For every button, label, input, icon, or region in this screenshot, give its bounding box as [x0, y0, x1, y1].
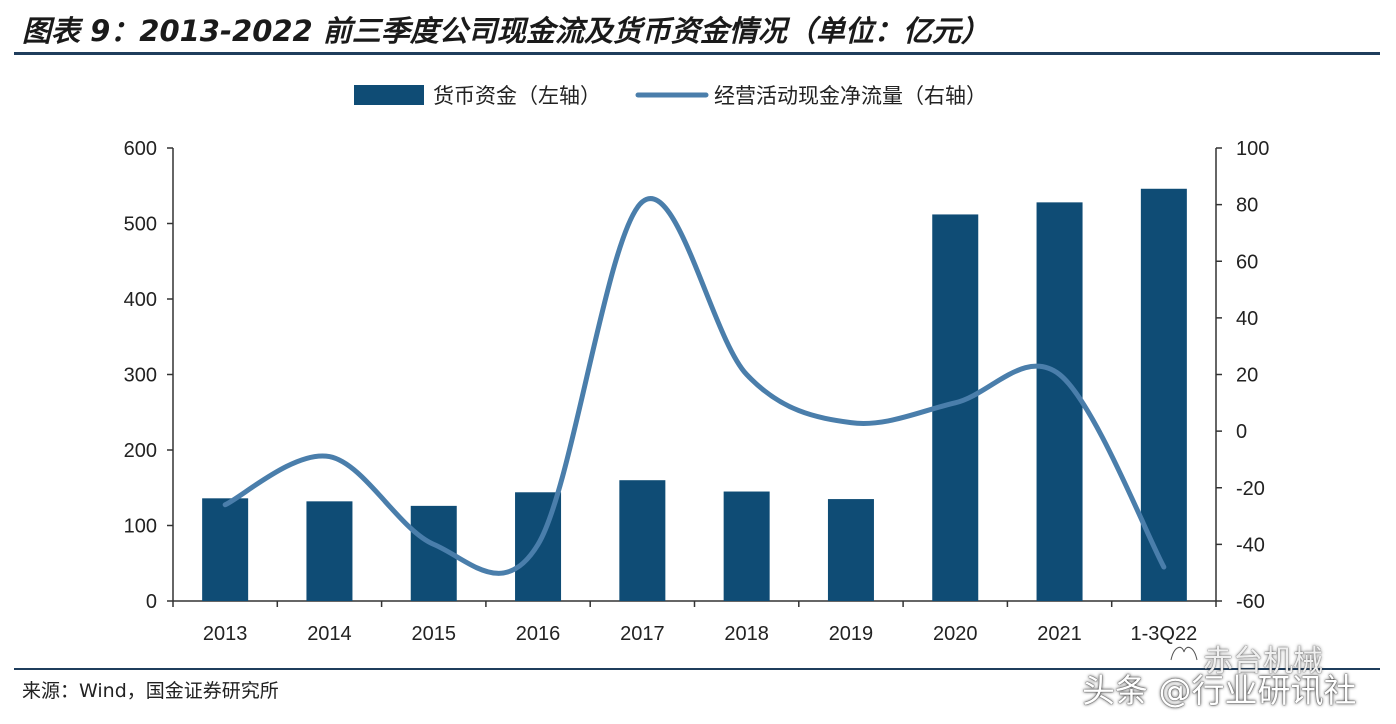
right-tick-label: 80: [1236, 195, 1258, 217]
bar-cash-2018: [723, 491, 770, 601]
bar-cash-1-3Q22: [1140, 188, 1187, 601]
left-tick-label: 600: [124, 138, 157, 160]
x-tick-label: 2017: [620, 623, 665, 645]
x-tick-label: 2018: [724, 623, 769, 645]
bar-cash-2014: [306, 501, 353, 601]
x-tick-label: 2020: [933, 623, 978, 645]
x-tick-label: 2016: [516, 623, 561, 645]
right-tick-label: 0: [1236, 421, 1247, 443]
right-tick-label: -40: [1236, 534, 1265, 556]
x-tick-label: 2015: [412, 623, 457, 645]
x-tick-label: 2021: [1037, 623, 1082, 645]
right-tick-label: -20: [1236, 478, 1265, 500]
right-tick-label: 60: [1236, 251, 1258, 273]
left-tick-label: 500: [124, 214, 157, 236]
bar-cash-2017: [619, 480, 666, 601]
left-tick-label: 200: [124, 440, 157, 462]
right-tick-label: 40: [1236, 308, 1258, 330]
left-tick-label: 300: [124, 365, 157, 387]
title-divider: [14, 52, 1380, 55]
left-tick-label: 400: [124, 289, 157, 311]
right-tick-label: -60: [1236, 591, 1265, 613]
right-tick-label: 100: [1236, 138, 1269, 160]
bar-cash-2019: [827, 499, 874, 601]
x-tick-label: 2013: [203, 623, 248, 645]
line-operating-cashflow: [222, 196, 1167, 576]
legend-swatch-bar: [354, 85, 424, 105]
legend-label-bar: 货币资金（左轴）: [433, 84, 601, 108]
legend-label-line: 经营活动现金净流量（右轴）: [714, 84, 987, 108]
x-tick-label: 2019: [829, 623, 874, 645]
right-tick-label: 20: [1236, 365, 1258, 387]
left-tick-label: 100: [124, 516, 157, 538]
left-tick-label: 0: [146, 591, 157, 613]
source-note: 来源：Wind，国金证券研究所: [22, 680, 279, 702]
x-tick-label: 1-3Q22: [1130, 623, 1197, 645]
chart-title: 图表 9：2013-2022 前三季度公司现金流及货币资金情况（单位：亿元）: [22, 14, 990, 48]
bar-cash-2021: [1036, 202, 1083, 602]
bar-cash-2013: [202, 498, 249, 601]
footer-divider: [14, 668, 1380, 670]
x-tick-label: 2014: [307, 623, 352, 645]
